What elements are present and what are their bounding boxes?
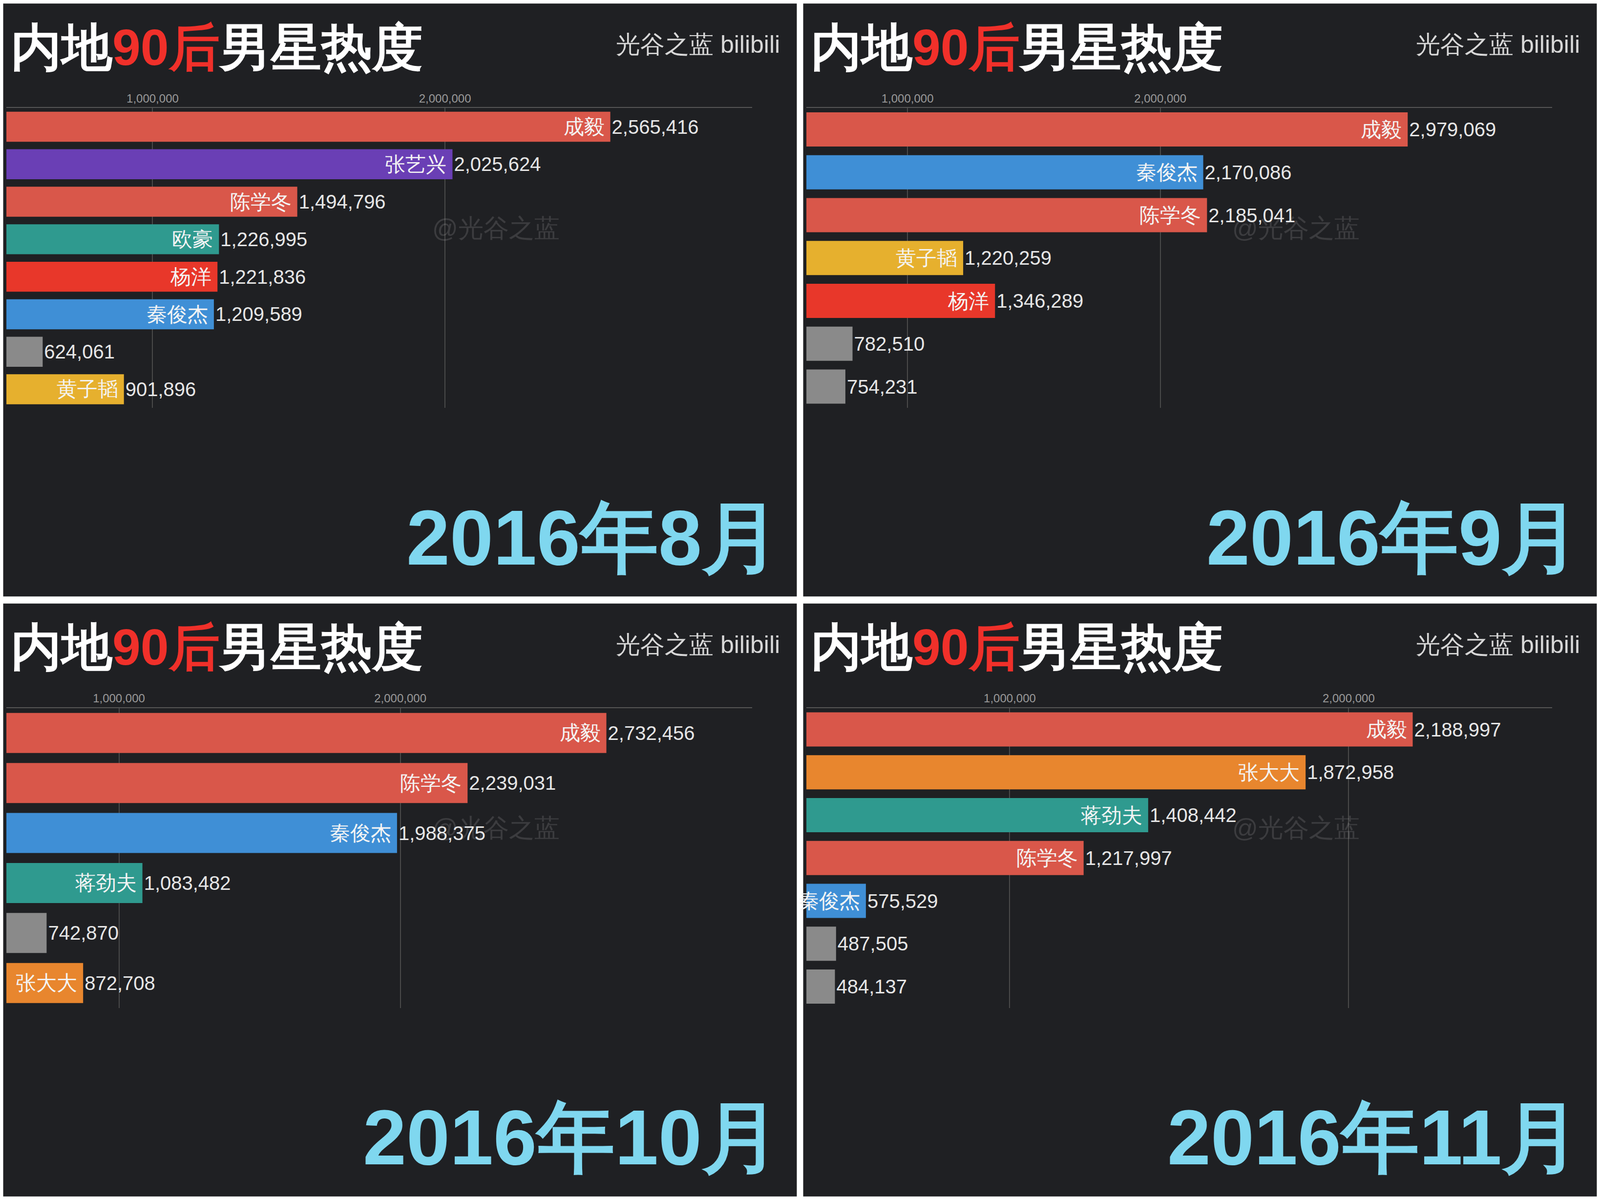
svg-text:1,217,997: 1,217,997 [1085,847,1173,869]
svg-text:内地90后男星热度: 内地90后男星热度 [10,19,423,76]
svg-text:张艺兴: 张艺兴 [384,152,447,176]
svg-text:杨洋: 杨洋 [947,289,990,313]
svg-text:1,494,796: 1,494,796 [298,190,386,213]
svg-text:1,226,995: 1,226,995 [220,228,308,251]
svg-text:782,510: 782,510 [854,333,926,355]
svg-text:陈学冬: 陈学冬 [1016,846,1078,870]
svg-text:@光谷之蓝: @光谷之蓝 [432,213,560,243]
svg-text:1,000,000: 1,000,000 [881,91,934,106]
svg-text:张大大: 张大大 [1238,760,1300,784]
svg-text:陈学冬: 陈学冬 [230,190,292,214]
svg-text:487,505: 487,505 [837,932,909,955]
svg-text:1,988,375: 1,988,375 [398,822,486,844]
svg-text:2,979,069: 2,979,069 [1409,118,1496,141]
svg-text:624,061: 624,061 [43,340,115,363]
svg-text:欧豪: 欧豪 [171,227,213,251]
svg-text:2016年11月: 2016年11月 [1167,1093,1580,1181]
svg-text:2,025,624: 2,025,624 [453,153,541,175]
svg-text:2,732,456: 2,732,456 [608,722,695,744]
svg-text:黄子韬: 黄子韬 [895,246,958,270]
svg-text:2,565,416: 2,565,416 [611,116,699,138]
svg-text:1,000,000: 1,000,000 [126,91,179,106]
svg-text:成毅: 成毅 [563,115,605,139]
svg-text:575,529: 575,529 [867,890,939,912]
svg-text:陈学冬: 陈学冬 [1139,203,1201,227]
svg-text:张大大: 张大大 [15,971,78,995]
svg-text:1,408,442: 1,408,442 [1149,804,1237,826]
svg-text:蒋劲夫: 蒋劲夫 [75,871,137,895]
svg-text:2,185,041: 2,185,041 [1208,204,1296,227]
svg-text:成毅: 成毅 [1360,118,1402,142]
svg-text:光谷之蓝 bilibili: 光谷之蓝 bilibili [1415,631,1580,659]
svg-text:1,209,589: 1,209,589 [215,303,303,325]
svg-text:@光谷之蓝: @光谷之蓝 [1232,813,1360,843]
svg-text:2,000,000: 2,000,000 [1134,91,1187,106]
svg-text:2,000,000: 2,000,000 [419,91,472,106]
svg-text:光谷之蓝 bilibili: 光谷之蓝 bilibili [615,30,780,59]
svg-text:1,083,482: 1,083,482 [144,872,232,894]
svg-text:2,000,000: 2,000,000 [1322,691,1375,705]
svg-text:2016年9月: 2016年9月 [1206,493,1580,582]
svg-text:@光谷之蓝: @光谷之蓝 [432,813,560,843]
svg-text:1,872,958: 1,872,958 [1306,761,1394,783]
svg-text:901,896: 901,896 [125,378,197,400]
svg-text:1,000,000: 1,000,000 [983,691,1036,705]
svg-text:内地90后男星热度: 内地90后男星热度 [810,19,1223,76]
svg-text:1,220,259: 1,220,259 [964,247,1052,269]
svg-text:1,000,000: 1,000,000 [92,691,146,705]
svg-text:蒋劲夫: 蒋劲夫 [1080,803,1143,827]
svg-text:秦俊杰: 秦俊杰 [329,821,392,845]
svg-text:2,239,031: 2,239,031 [468,772,556,794]
svg-text:成毅: 成毅 [1366,717,1408,741]
svg-text:光谷之蓝 bilibili: 光谷之蓝 bilibili [615,631,780,659]
svg-text:陈学冬: 陈学冬 [400,771,462,795]
svg-text:872,708: 872,708 [84,972,156,994]
svg-text:2016年8月: 2016年8月 [406,493,780,582]
svg-text:秦俊杰: 秦俊杰 [146,302,209,326]
svg-text:1,221,836: 1,221,836 [218,266,306,288]
svg-text:成毅: 成毅 [559,721,601,745]
svg-text:2,170,086: 2,170,086 [1204,161,1292,184]
svg-text:754,231: 754,231 [846,376,918,398]
svg-text:黄子韬: 黄子韬 [56,377,119,401]
svg-text:内地90后男星热度: 内地90后男星热度 [10,618,423,676]
svg-text:742,870: 742,870 [47,922,119,944]
svg-text:光谷之蓝 bilibili: 光谷之蓝 bilibili [1415,30,1580,59]
svg-text:内地90后男星热度: 内地90后男星热度 [810,618,1223,676]
svg-text:2,000,000: 2,000,000 [374,691,427,705]
svg-text:@光谷之蓝: @光谷之蓝 [1232,213,1360,243]
svg-text:1,346,289: 1,346,289 [996,290,1084,312]
svg-text:2016年10月: 2016年10月 [362,1093,780,1181]
svg-text:2,188,997: 2,188,997 [1414,718,1502,741]
svg-text:484,137: 484,137 [836,975,907,998]
svg-text:秦俊杰: 秦俊杰 [798,889,861,913]
svg-text:杨洋: 杨洋 [169,265,212,289]
svg-text:秦俊杰: 秦俊杰 [1136,160,1198,184]
